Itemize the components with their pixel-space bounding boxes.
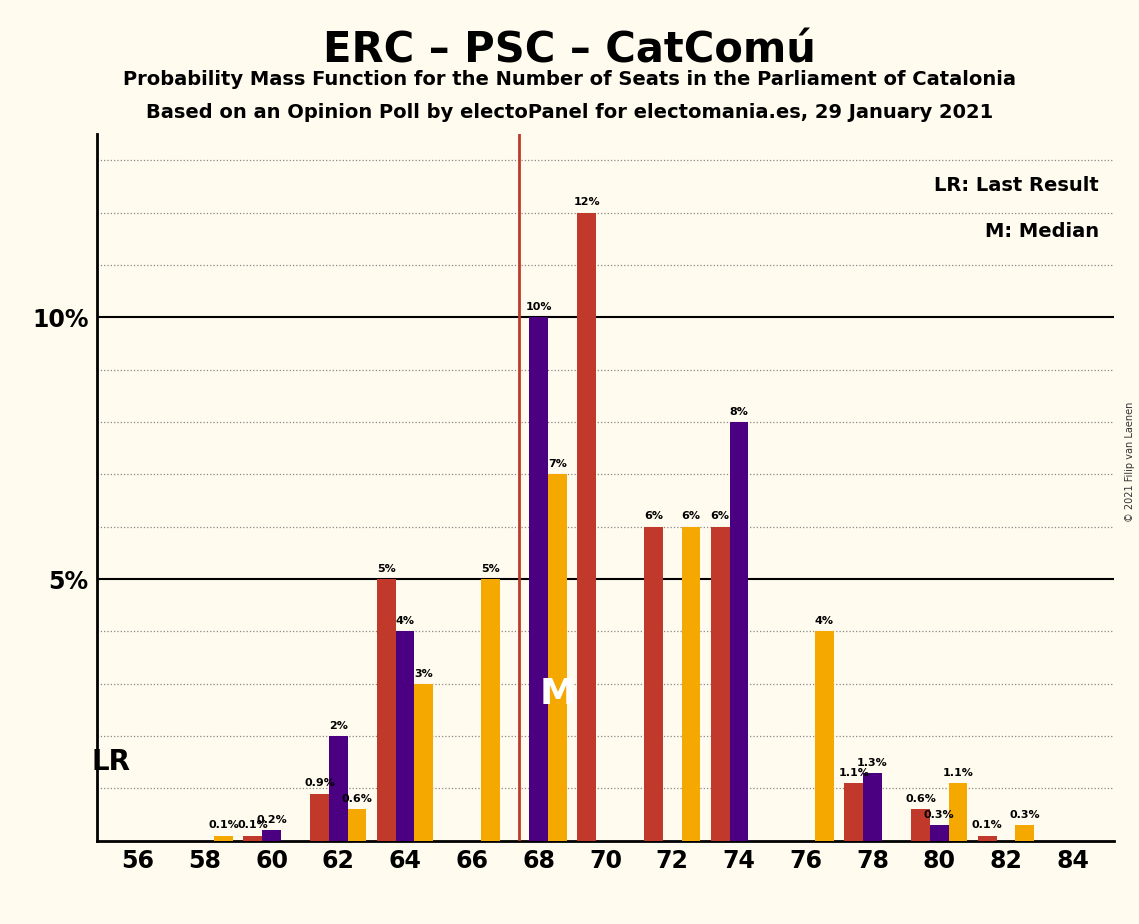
Text: 1.1%: 1.1% bbox=[942, 768, 974, 778]
Bar bbox=[329, 736, 347, 841]
Bar bbox=[863, 772, 882, 841]
Text: M: Median: M: Median bbox=[984, 223, 1099, 241]
Text: Probability Mass Function for the Number of Seats in the Parliament of Catalonia: Probability Mass Function for the Number… bbox=[123, 70, 1016, 90]
Text: 1.3%: 1.3% bbox=[858, 758, 888, 768]
Bar bbox=[262, 831, 281, 841]
Text: 4%: 4% bbox=[814, 616, 834, 626]
Text: M: M bbox=[539, 677, 575, 711]
Bar bbox=[978, 835, 997, 841]
Bar bbox=[347, 809, 367, 841]
Text: 0.3%: 0.3% bbox=[1009, 810, 1040, 820]
Bar bbox=[645, 527, 663, 841]
Bar bbox=[949, 784, 967, 841]
Text: 0.6%: 0.6% bbox=[906, 795, 936, 804]
Bar bbox=[816, 631, 834, 841]
Bar bbox=[577, 213, 596, 841]
Text: 5%: 5% bbox=[481, 564, 500, 574]
Text: 7%: 7% bbox=[548, 459, 567, 469]
Text: 10%: 10% bbox=[525, 302, 552, 312]
Text: Based on an Opinion Poll by electoPanel for electomania.es, 29 January 2021: Based on an Opinion Poll by electoPanel … bbox=[146, 103, 993, 123]
Bar bbox=[844, 784, 863, 841]
Text: 2%: 2% bbox=[329, 721, 347, 731]
Text: 8%: 8% bbox=[729, 407, 748, 417]
Text: 1.1%: 1.1% bbox=[838, 768, 869, 778]
Text: 4%: 4% bbox=[395, 616, 415, 626]
Text: © 2021 Filip van Laenen: © 2021 Filip van Laenen bbox=[1125, 402, 1134, 522]
Text: 0.2%: 0.2% bbox=[256, 815, 287, 825]
Bar bbox=[681, 527, 700, 841]
Text: LR: LR bbox=[91, 748, 130, 776]
Bar bbox=[911, 809, 929, 841]
Bar bbox=[530, 317, 548, 841]
Bar bbox=[310, 794, 329, 841]
Bar bbox=[377, 579, 395, 841]
Bar bbox=[481, 579, 500, 841]
Text: 0.1%: 0.1% bbox=[972, 821, 1002, 831]
Text: 0.3%: 0.3% bbox=[924, 810, 954, 820]
Bar bbox=[395, 631, 415, 841]
Text: 12%: 12% bbox=[573, 198, 600, 207]
Bar bbox=[711, 527, 730, 841]
Text: 5%: 5% bbox=[377, 564, 395, 574]
Text: 6%: 6% bbox=[644, 512, 663, 521]
Bar bbox=[548, 474, 566, 841]
Text: 0.1%: 0.1% bbox=[237, 821, 268, 831]
Text: 0.1%: 0.1% bbox=[208, 821, 239, 831]
Bar bbox=[415, 684, 433, 841]
Text: 6%: 6% bbox=[681, 512, 700, 521]
Text: 0.6%: 0.6% bbox=[342, 795, 372, 804]
Bar bbox=[214, 835, 232, 841]
Bar bbox=[244, 835, 262, 841]
Text: 3%: 3% bbox=[415, 669, 433, 678]
Text: 6%: 6% bbox=[711, 512, 730, 521]
Bar bbox=[730, 422, 748, 841]
Bar bbox=[1015, 825, 1034, 841]
Bar bbox=[929, 825, 949, 841]
Text: 0.9%: 0.9% bbox=[304, 779, 335, 788]
Text: ERC – PSC – CatComú: ERC – PSC – CatComú bbox=[323, 30, 816, 71]
Text: LR: Last Result: LR: Last Result bbox=[934, 176, 1099, 195]
